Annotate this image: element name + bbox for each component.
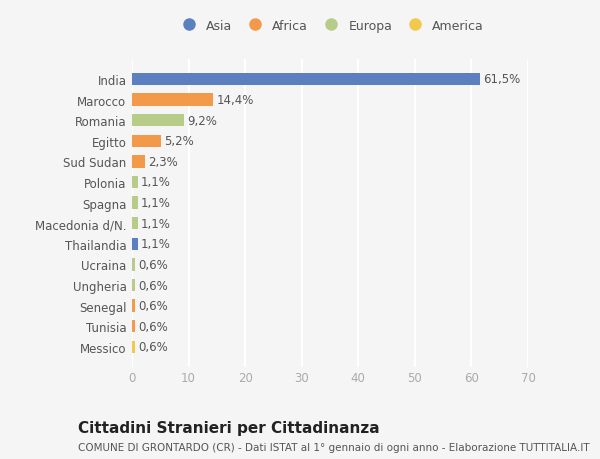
Text: 0,6%: 0,6% <box>138 320 168 333</box>
Legend: Asia, Africa, Europa, America: Asia, Africa, Europa, America <box>176 20 484 33</box>
Text: 5,2%: 5,2% <box>164 135 194 148</box>
Bar <box>132 197 138 209</box>
Bar <box>132 279 136 291</box>
Bar <box>132 73 480 86</box>
Text: 1,1%: 1,1% <box>141 217 171 230</box>
Text: 14,4%: 14,4% <box>216 94 254 107</box>
Bar <box>132 300 136 312</box>
Text: 61,5%: 61,5% <box>483 73 520 86</box>
Text: 0,6%: 0,6% <box>138 258 168 271</box>
Text: 1,1%: 1,1% <box>141 196 171 210</box>
Text: COMUNE DI GRONTARDO (CR) - Dati ISTAT al 1° gennaio di ogni anno - Elaborazione : COMUNE DI GRONTARDO (CR) - Dati ISTAT al… <box>78 442 590 452</box>
Text: 2,3%: 2,3% <box>148 156 178 168</box>
Text: 9,2%: 9,2% <box>187 114 217 128</box>
Text: Cittadini Stranieri per Cittadinanza: Cittadini Stranieri per Cittadinanza <box>78 420 380 435</box>
Bar <box>132 341 136 353</box>
Bar <box>132 320 136 333</box>
Bar <box>132 135 161 148</box>
Text: 1,1%: 1,1% <box>141 238 171 251</box>
Bar <box>132 115 184 127</box>
Text: 0,6%: 0,6% <box>138 341 168 353</box>
Text: 1,1%: 1,1% <box>141 176 171 189</box>
Bar <box>132 218 138 230</box>
Text: 0,6%: 0,6% <box>138 279 168 292</box>
Bar <box>132 94 214 106</box>
Bar <box>132 176 138 189</box>
Bar <box>132 156 145 168</box>
Text: 0,6%: 0,6% <box>138 299 168 313</box>
Bar <box>132 259 136 271</box>
Bar <box>132 238 138 251</box>
